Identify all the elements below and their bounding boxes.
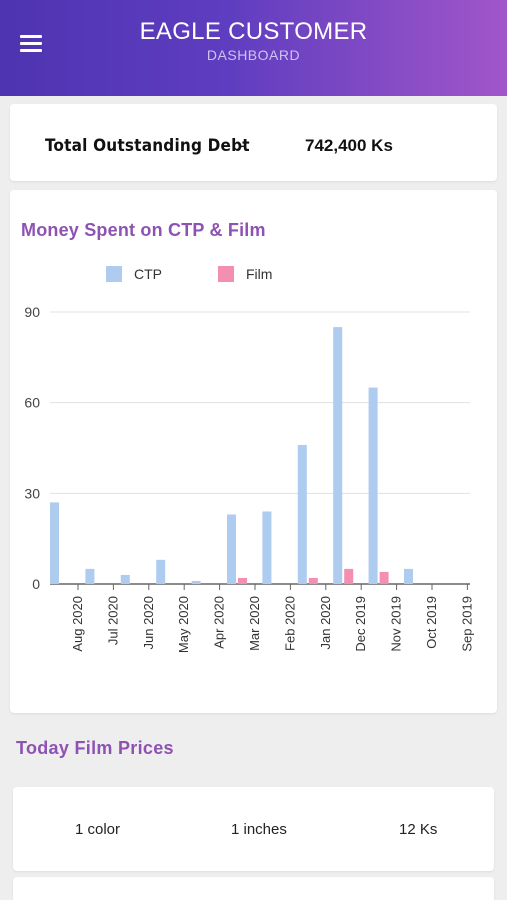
debt-label: Total Outstanding Debt bbox=[45, 136, 250, 156]
bar-film bbox=[309, 578, 318, 584]
y-tick-label: 60 bbox=[24, 395, 40, 411]
x-tick-label: Dec 2019 bbox=[353, 596, 368, 652]
price-value: 12 Ks bbox=[399, 821, 437, 838]
bar-ctp bbox=[227, 514, 236, 584]
app-subtitle: DASHBOARD bbox=[0, 47, 507, 63]
x-tick-label: Apr 2020 bbox=[212, 596, 227, 649]
bar-film bbox=[380, 572, 389, 584]
bar-ctp bbox=[262, 511, 271, 584]
x-tick-label: Sep 2019 bbox=[459, 596, 474, 652]
film-prices-title: Today Film Prices bbox=[16, 738, 174, 759]
y-tick-label: 90 bbox=[24, 304, 40, 320]
x-tick-label: Feb 2020 bbox=[282, 596, 297, 651]
x-tick-label: Jul 2020 bbox=[105, 596, 120, 645]
bar-film bbox=[344, 569, 353, 584]
bar-film bbox=[238, 578, 247, 584]
app-header: EAGLE CUSTOMER DASHBOARD bbox=[0, 0, 507, 96]
x-tick-label: Aug 2020 bbox=[70, 596, 85, 652]
price-color: 1 color bbox=[75, 821, 120, 838]
chart-card: Money Spent on CTP & Film CTP Film 0 30 60 90… bbox=[10, 190, 497, 713]
legend-label-ctp: CTP bbox=[134, 266, 162, 282]
bar-ctp bbox=[156, 560, 165, 584]
bar-ctp bbox=[121, 575, 130, 584]
debt-card: Total Outstanding Debt - 742,400 Ks bbox=[10, 104, 497, 181]
legend-swatch-film bbox=[218, 266, 234, 282]
bar-ctp bbox=[369, 388, 378, 584]
price-row-card[interactable]: 1 color 1 inches 12 Ks bbox=[13, 787, 494, 871]
bar-ctp bbox=[85, 569, 94, 584]
x-tick-label: Mar 2020 bbox=[247, 596, 262, 651]
bar-ctp bbox=[192, 581, 201, 584]
legend-label-film: Film bbox=[246, 266, 272, 282]
bar-ctp bbox=[50, 502, 59, 584]
x-tick-label: Jan 2020 bbox=[318, 596, 333, 650]
bar-ctp bbox=[333, 327, 342, 584]
debt-separator: - bbox=[240, 136, 246, 156]
app-title: EAGLE CUSTOMER bbox=[0, 18, 507, 46]
legend-swatch-ctp bbox=[106, 266, 122, 282]
bar-ctp bbox=[404, 569, 413, 584]
x-tick-label: Nov 2019 bbox=[389, 596, 404, 652]
x-tick-label: Jun 2020 bbox=[141, 596, 156, 650]
debt-value: 742,400 Ks bbox=[305, 136, 393, 156]
price-size: 1 inches bbox=[231, 821, 287, 838]
x-tick-label: May 2020 bbox=[176, 596, 191, 653]
y-tick-label: 30 bbox=[24, 485, 40, 501]
bar-ctp bbox=[298, 445, 307, 584]
x-tick-label: Oct 2019 bbox=[424, 596, 439, 649]
price-row-card-partial[interactable] bbox=[13, 877, 494, 900]
bar-chart: CTP Film 0 30 60 90 Aug 2020 Jul 2020 Jun 2020 Ma… bbox=[10, 190, 497, 713]
y-tick-label: 0 bbox=[32, 576, 40, 592]
